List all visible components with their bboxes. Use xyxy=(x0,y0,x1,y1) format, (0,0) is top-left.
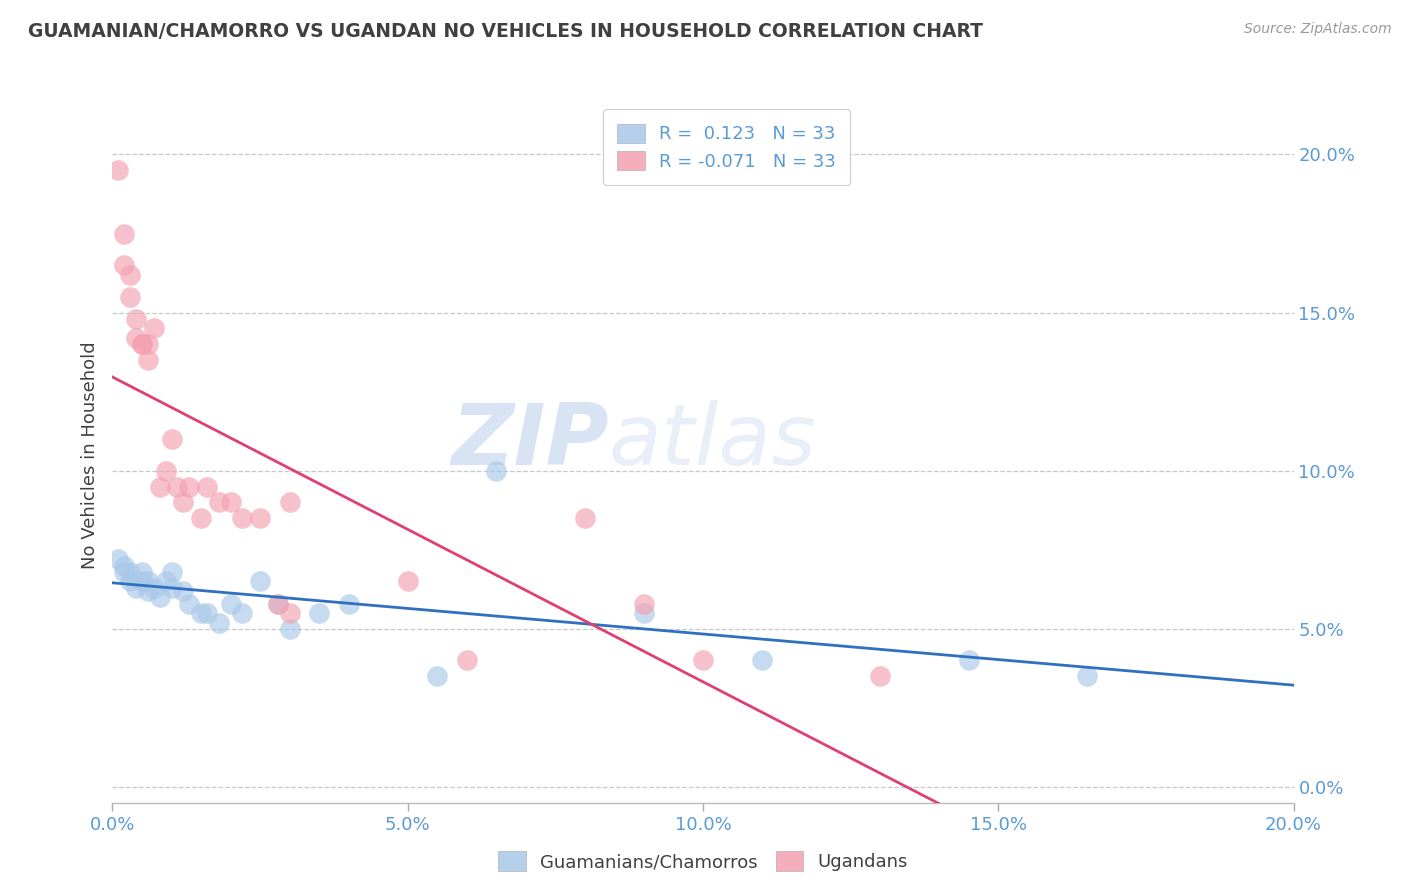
Point xyxy=(160,565,183,579)
Point xyxy=(219,597,242,611)
Point xyxy=(267,597,290,611)
Legend: R =  0.123   N = 33, R = -0.071   N = 33: R = 0.123 N = 33, R = -0.071 N = 33 xyxy=(603,109,851,185)
Point xyxy=(195,479,218,493)
Point xyxy=(149,591,172,605)
Point xyxy=(278,606,301,620)
Point xyxy=(692,653,714,667)
Point xyxy=(155,574,177,589)
Point xyxy=(633,597,655,611)
Text: Source: ZipAtlas.com: Source: ZipAtlas.com xyxy=(1244,22,1392,37)
Point xyxy=(166,479,188,493)
Point xyxy=(131,565,153,579)
Point xyxy=(149,479,172,493)
Legend: Guamanians/Chamorros, Ugandans: Guamanians/Chamorros, Ugandans xyxy=(491,844,915,879)
Point xyxy=(426,669,449,683)
Point xyxy=(136,353,159,368)
Point xyxy=(190,511,212,525)
Point xyxy=(179,479,201,493)
Point xyxy=(120,290,142,304)
Point xyxy=(120,565,142,579)
Point xyxy=(456,653,478,667)
Point xyxy=(751,653,773,667)
Point xyxy=(278,495,301,509)
Point xyxy=(249,574,271,589)
Point xyxy=(179,597,201,611)
Point xyxy=(131,337,153,351)
Point xyxy=(219,495,242,509)
Point xyxy=(195,606,218,620)
Point xyxy=(160,432,183,446)
Point xyxy=(208,615,231,630)
Point xyxy=(869,669,891,683)
Point xyxy=(107,163,129,178)
Point xyxy=(231,606,253,620)
Point xyxy=(120,268,142,282)
Point xyxy=(249,511,271,525)
Text: ZIP: ZIP xyxy=(451,400,609,483)
Point xyxy=(120,574,142,589)
Point xyxy=(112,258,135,272)
Point xyxy=(485,464,508,478)
Point xyxy=(231,511,253,525)
Point xyxy=(278,622,301,636)
Point xyxy=(125,331,148,345)
Point xyxy=(142,321,165,335)
Point xyxy=(131,337,153,351)
Point xyxy=(574,511,596,525)
Point xyxy=(160,581,183,595)
Point xyxy=(136,574,159,589)
Point xyxy=(308,606,330,620)
Point xyxy=(125,581,148,595)
Point xyxy=(208,495,231,509)
Point xyxy=(172,583,194,598)
Point xyxy=(107,552,129,566)
Point xyxy=(112,227,135,241)
Point xyxy=(1076,669,1098,683)
Point xyxy=(112,565,135,579)
Point xyxy=(172,495,194,509)
Point xyxy=(112,558,135,573)
Point xyxy=(142,581,165,595)
Point xyxy=(337,597,360,611)
Point xyxy=(267,597,290,611)
Y-axis label: No Vehicles in Household: No Vehicles in Household xyxy=(80,341,98,569)
Point xyxy=(136,583,159,598)
Point xyxy=(131,574,153,589)
Point xyxy=(125,312,148,326)
Point xyxy=(957,653,980,667)
Point xyxy=(633,606,655,620)
Point xyxy=(190,606,212,620)
Point xyxy=(136,337,159,351)
Text: GUAMANIAN/CHAMORRO VS UGANDAN NO VEHICLES IN HOUSEHOLD CORRELATION CHART: GUAMANIAN/CHAMORRO VS UGANDAN NO VEHICLE… xyxy=(28,22,983,41)
Text: atlas: atlas xyxy=(609,400,817,483)
Point xyxy=(155,464,177,478)
Point xyxy=(396,574,419,589)
